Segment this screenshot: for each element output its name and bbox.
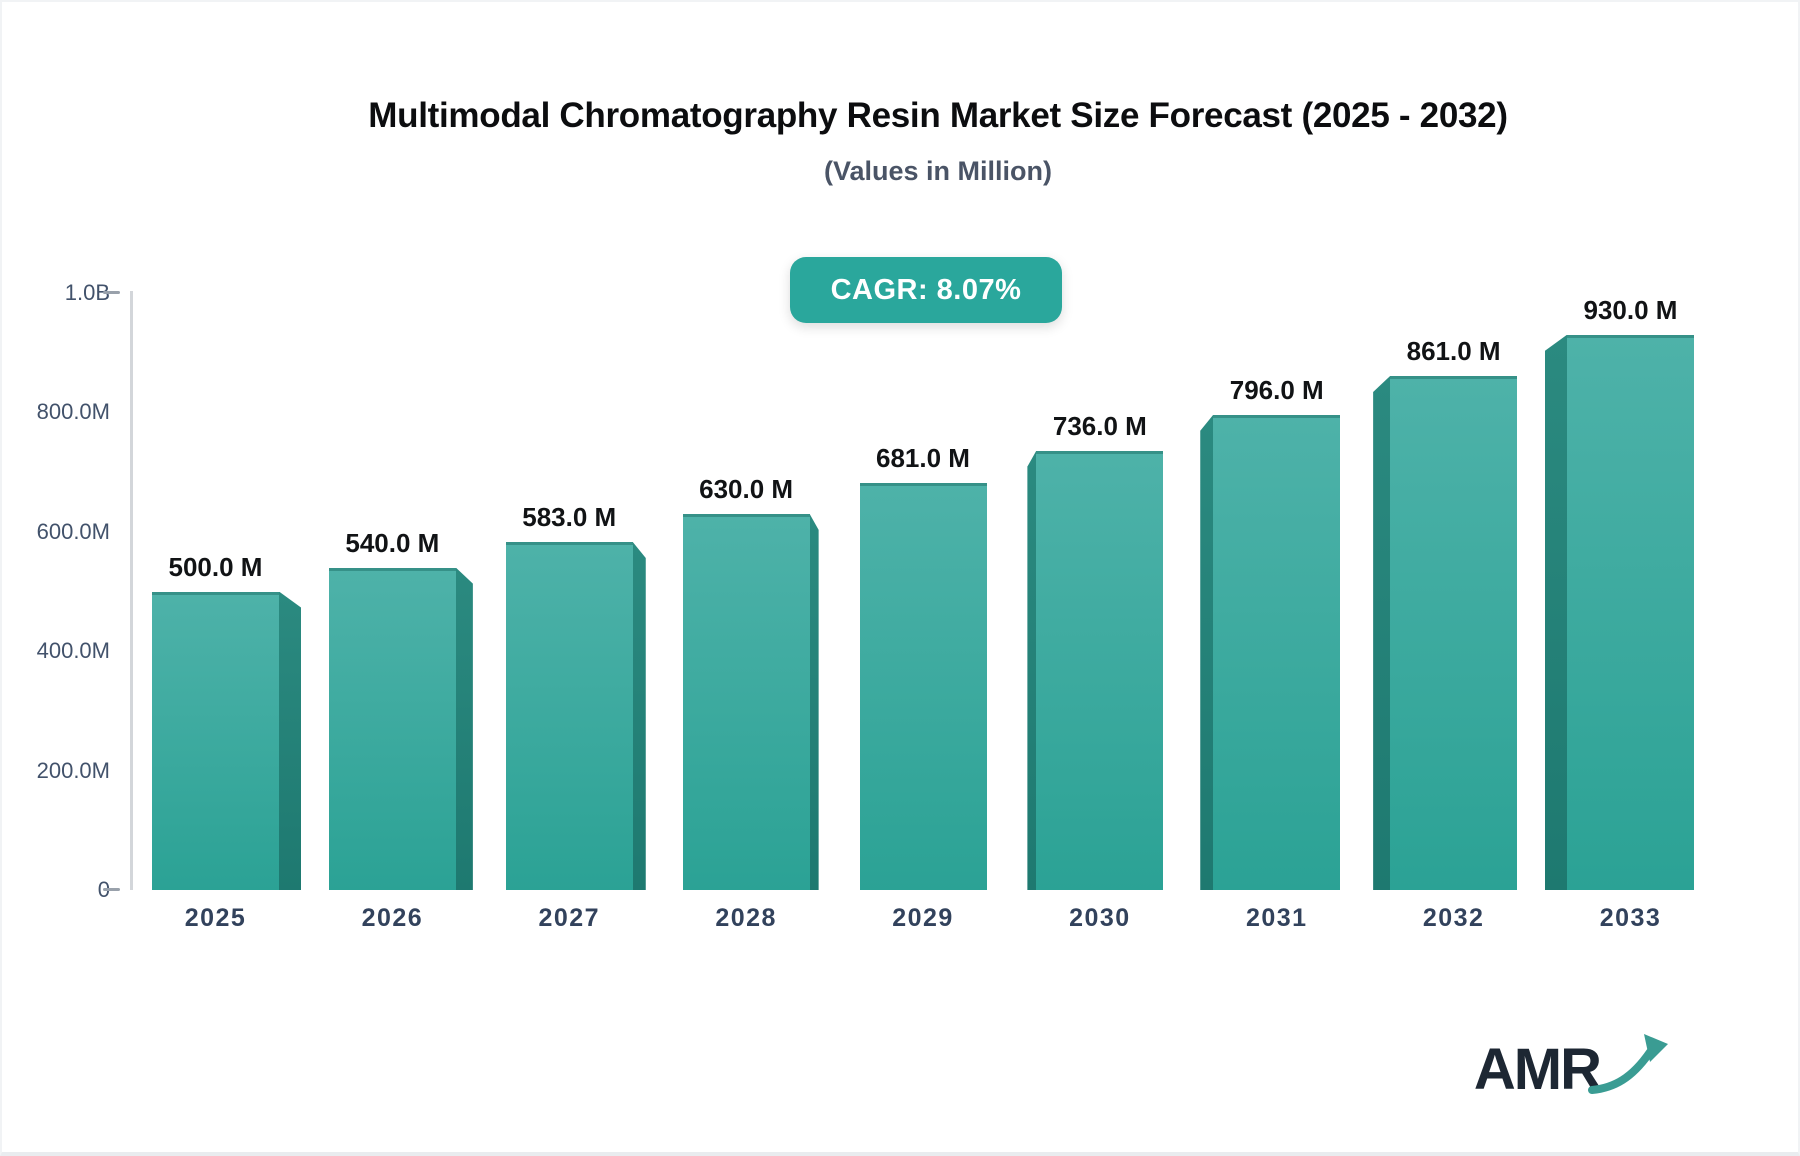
bar-side-face (809, 513, 819, 890)
bar-2030 (1036, 450, 1164, 890)
x-tick-label: 2033 (1599, 904, 1662, 932)
bar-top-edge (1390, 375, 1518, 379)
x-tick-label: 2027 (538, 904, 601, 932)
bar-value-label: 681.0 M (876, 443, 970, 474)
bar-side-face (279, 591, 301, 890)
y-tick-mark (103, 291, 120, 294)
bar-value-label: 630.0 M (699, 473, 794, 504)
bar-top-edge (682, 513, 810, 517)
x-tick-label: 2028 (715, 904, 777, 932)
bar-2029 (859, 483, 987, 890)
bar-top-edge (859, 483, 987, 487)
bar-value-label: 500.0 M (168, 551, 263, 582)
bar-2027 (505, 541, 633, 890)
x-tick-label: 2025 (184, 904, 247, 932)
chart-title: Multimodal Chromatography Resin Market S… (368, 96, 1508, 135)
chart-header: Multimodal Chromatography Resin Market S… (132, 96, 1744, 187)
bar-2031 (1213, 414, 1341, 890)
bar-value-label: 736.0 M (1052, 410, 1147, 441)
bar-value-label: 930.0 M (1583, 294, 1678, 325)
bar-value-label: 540.0 M (345, 527, 440, 558)
bar-2032 (1390, 375, 1518, 890)
y-tick-label: 1.0B (64, 280, 110, 305)
bar-value-label: 796.0 M (1229, 374, 1324, 405)
bar-side-face (1545, 334, 1567, 890)
bar-side-face (632, 541, 646, 890)
y-tick-label: 600.0M (36, 518, 110, 544)
bar-2028 (682, 513, 810, 890)
y-tick-label: 800.0M (36, 399, 110, 425)
x-tick-label: 2031 (1245, 904, 1308, 932)
amr-logo-text: AMR (1473, 1037, 1602, 1102)
cagr-badge-label: CAGR: 8.07% (830, 273, 1022, 306)
bar-side-face (1373, 375, 1391, 890)
bar-top-edge (152, 591, 279, 595)
x-tick-label: 2026 (361, 904, 424, 932)
y-tick-label: 400.0M (36, 638, 110, 664)
x-tick-label: 2029 (892, 904, 954, 932)
y-tick-label: 200.0M (36, 757, 110, 783)
bar-top-edge (1036, 450, 1164, 454)
bar-2026 (328, 567, 456, 890)
bar-side-face (1200, 414, 1214, 890)
bar-side-face (455, 567, 473, 890)
bar-side-face (1027, 450, 1037, 890)
x-tick-label: 2030 (1069, 904, 1131, 932)
bar-value-label: 583.0 M (522, 501, 617, 532)
bar-top-edge (1567, 334, 1694, 338)
bar-2033 (1567, 334, 1694, 890)
chart-subtitle: (Values in Million) (823, 156, 1053, 186)
y-tick-mark (103, 888, 120, 891)
bar-2025 (152, 591, 279, 890)
x-tick-label: 2032 (1422, 904, 1485, 932)
growth-arrow-icon (1588, 1034, 1668, 1094)
cagr-badge: CAGR: 8.07% (790, 257, 1062, 323)
bar-top-edge (505, 541, 633, 545)
amr-logo: AMR (1473, 1032, 1670, 1102)
bar-value-label: 861.0 M (1406, 335, 1501, 366)
bar-top-edge (1213, 414, 1341, 418)
y-axis-line (130, 291, 133, 890)
y-tick-label: 0 (2, 877, 110, 903)
bar-top-edge (328, 567, 456, 571)
